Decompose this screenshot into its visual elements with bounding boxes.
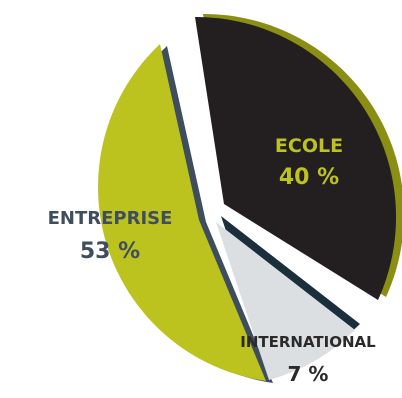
value-ecole: 40 %: [279, 165, 339, 190]
slice-entreprise: [98, 44, 267, 381]
value-international: 7 %: [288, 362, 329, 386]
label-international: INTERNATIONAL: [240, 333, 376, 351]
label-ecole: ECOLE: [275, 135, 343, 157]
slice-international: [216, 222, 355, 380]
label-entreprise: ENTREPRISE: [48, 208, 173, 229]
slice-ecole: [195, 16, 397, 300]
value-entreprise: 53 %: [80, 239, 140, 264]
